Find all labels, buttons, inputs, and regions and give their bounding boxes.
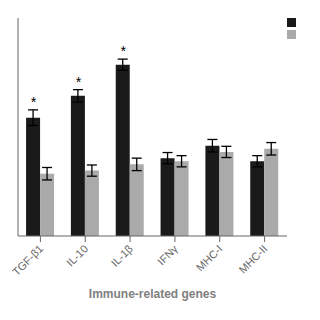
svg-text:*: *	[120, 43, 126, 59]
svg-text:MHC-I: MHC-I	[194, 242, 225, 273]
svg-text:TGF-β1: TGF-β1	[10, 242, 45, 277]
svg-text:MHC-II: MHC-II	[236, 242, 269, 275]
svg-text:Immune-related genes: Immune-related genes	[89, 287, 217, 301]
svg-text:*: *	[75, 74, 81, 90]
svg-text:*: *	[30, 94, 36, 110]
svg-text:IL-10: IL-10	[64, 242, 90, 268]
svg-text:IFNγ: IFNγ	[155, 242, 180, 267]
svg-text:IL-1β: IL-1β	[109, 242, 135, 268]
